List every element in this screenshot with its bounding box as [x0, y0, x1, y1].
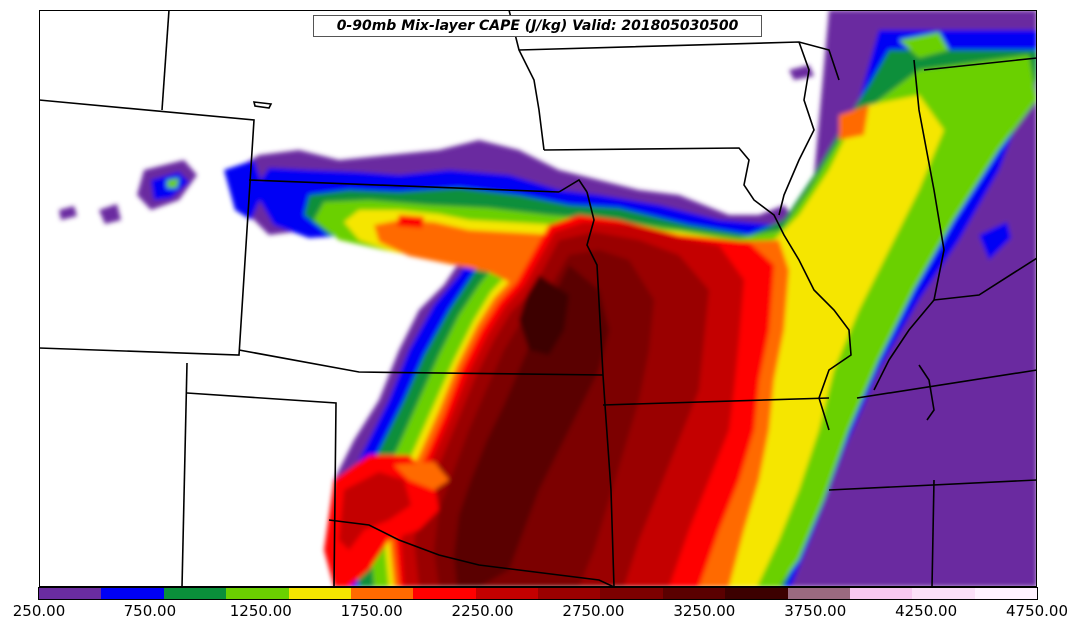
colorbar-tick-label: 3250.00: [673, 602, 736, 620]
colorbar-tick-label: 250.00: [12, 602, 66, 620]
colorbar-tick-label: 1250.00: [229, 602, 292, 620]
colorbar-tick-label: 4250.00: [895, 602, 958, 620]
colorbar-tick-label: 3750.00: [784, 602, 847, 620]
colorbar-swatch: [787, 588, 850, 599]
colorbar-swatch: [226, 588, 289, 599]
colorbar-swatch: [725, 588, 788, 599]
map-title: 0-90mb Mix-layer CAPE (J/kg) Valid: 2018…: [313, 15, 762, 37]
colorbar-tick-label: 2750.00: [562, 602, 625, 620]
colorbar-swatch: [538, 588, 601, 599]
colorbar-tick-label: 4750.00: [1005, 602, 1069, 620]
colorbar-tick-label: 2250.00: [451, 602, 514, 620]
map-panel: [39, 10, 1037, 587]
colorbar: [38, 587, 1038, 600]
colorbar-swatch: [39, 588, 102, 599]
colorbar-swatch: [600, 588, 663, 599]
cape-contour-fill: [59, 10, 1037, 587]
colorbar-swatch: [475, 588, 538, 599]
colorbar-swatch: [163, 588, 227, 599]
political-boundaries: [39, 10, 1037, 587]
colorbar-swatch: [101, 588, 164, 599]
colorbar-swatch: [849, 588, 913, 599]
colorbar-swatch: [288, 588, 351, 599]
cape-field-map: [39, 10, 1037, 587]
colorbar-tick-label: 750.00: [123, 602, 177, 620]
colorbar-tick-labels: 250.00 750.00 1250.00 1750.00 2250.00 2750.00…: [0, 600, 1081, 626]
colorbar-swatch: [912, 588, 975, 599]
colorbar-swatch: [413, 588, 476, 599]
colorbar-swatch: [350, 588, 414, 599]
colorbar-swatch: [974, 588, 1037, 599]
colorbar-swatch: [662, 588, 726, 599]
colorbar-tick-label: 1750.00: [340, 602, 403, 620]
